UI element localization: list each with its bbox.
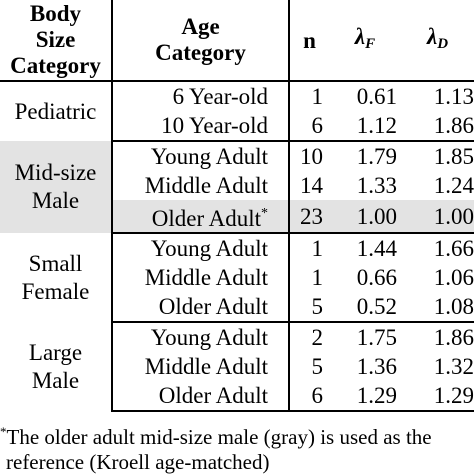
age-cell: Older Adult	[112, 381, 290, 412]
header-body-size-category: Body Size Category	[0, 0, 113, 82]
group-label-pediatric: Pediatric	[0, 81, 113, 141]
lambda-d-cell: 1.86	[433, 325, 474, 350]
lambda-f-subscript: F	[365, 35, 376, 52]
group-label-mid-size-male: Mid-size Male	[0, 141, 113, 233]
header-lambda-d: λD	[401, 0, 474, 82]
age-text: Older Adult	[151, 206, 261, 231]
footnote-asterisk: *	[0, 424, 7, 439]
header-body-line3: Category	[10, 53, 101, 78]
age-cell: Older Adult*	[112, 200, 290, 234]
group-label-line1: Pediatric	[14, 98, 97, 124]
lambda-f-cell: 0.52	[329, 292, 401, 323]
header-n: n	[289, 0, 329, 82]
lambda-f-cell: 1.44	[356, 236, 397, 261]
lambda-f-symbol: λ	[354, 23, 366, 49]
age-cell: Middle Adult	[112, 171, 290, 200]
lambda-f-cell: 0.66	[356, 265, 397, 290]
group-label-line2: Female	[21, 278, 90, 304]
age-cell: Older Adult	[112, 292, 290, 323]
lambda-f-cell: 1.36	[356, 354, 397, 379]
header-body-line1: Body	[29, 1, 82, 26]
lambda-d-cell: 1.08	[401, 292, 474, 323]
lambda-d-cell: 1.24	[433, 173, 474, 198]
header-lambda-f: λF	[329, 0, 401, 82]
header-age-category: Age Category	[112, 0, 290, 82]
n-cell: 6	[289, 111, 329, 142]
age-cell: Young Adult	[112, 322, 290, 352]
age-cell: Young Adult	[112, 141, 290, 171]
group-label-line1: Large	[28, 339, 83, 365]
table-row: Older Adult 5 0.52 1.08	[0, 292, 474, 323]
lambda-d-cell: 1.06	[433, 265, 474, 290]
lambda-d-symbol: λ	[426, 23, 438, 49]
footnote-line2: reference (Kroell age-matched)	[6, 450, 270, 474]
table-footnote: *The older adult mid-size male (gray) is…	[0, 419, 474, 475]
table-row: Mid-size Male Young Adult 10 1.79 1.85	[0, 141, 474, 233]
n-cell: 2	[311, 325, 324, 350]
lambda-f-cell: 1.00	[329, 200, 401, 234]
table-row: Middle Adult 1 0.66 1.06	[0, 263, 474, 292]
lambda-f-cell: 1.33	[356, 173, 397, 198]
n-cell: 1	[311, 265, 324, 290]
lambda-d-cell: 1.86	[401, 111, 474, 142]
table-row: Pediatric 6 Year-old 1 0.61 1.13	[0, 81, 474, 141]
lambda-d-subscript: D	[437, 35, 449, 52]
group-label-line2: Male	[31, 188, 80, 213]
lambda-f-cell: 1.79	[356, 144, 397, 169]
footnote-line1: The older adult mid-size male (gray) is …	[6, 425, 432, 449]
reference-asterisk: *	[261, 206, 268, 221]
lambda-d-cell: 1.85	[433, 144, 474, 169]
lambda-d-cell: 1.29	[401, 381, 474, 412]
table-row: Small Female Young Adult 1 1.44 1.66	[0, 233, 474, 322]
age-cell: Young Adult	[112, 233, 290, 263]
table-row: Older Adult 6 1.29 1.29	[0, 381, 474, 412]
age-cell: Middle Adult	[112, 263, 290, 292]
data-table: Body Size Category Age Category n λF λD …	[0, 0, 474, 412]
group-label-line2: Male	[31, 367, 80, 393]
lambda-d-cell: 1.13	[433, 84, 474, 109]
header-row: Body Size Category Age Category n λF λD	[0, 0, 474, 82]
lambda-f-cell: 1.12	[329, 111, 401, 142]
group-label-large-male: Large Male	[0, 322, 113, 411]
lambda-f-cell: 0.61	[356, 84, 397, 109]
header-age-line2: Category	[155, 40, 246, 65]
lambda-f-cell: 1.75	[356, 325, 397, 350]
lambda-d-cell: 1.66	[433, 236, 474, 261]
lambda-d-cell: 1.00	[401, 200, 474, 234]
table-row: 10 Year-old 6 1.12 1.86	[0, 111, 474, 142]
n-cell: 6	[289, 381, 329, 412]
table-row: Middle Adult 14 1.33 1.24	[0, 171, 474, 200]
header-age-line1: Age	[181, 14, 220, 39]
age-cell: 10 Year-old	[112, 111, 290, 142]
footnote-line1-wrap: *The older adult mid-size male (gray) is…	[0, 424, 432, 449]
n-cell: 10	[300, 144, 323, 169]
table-row: Large Male Young Adult 2 1.75 1.86	[0, 322, 474, 411]
header-body-line2: Size	[35, 27, 76, 52]
n-cell: 1	[311, 84, 324, 109]
group-label-line1: Mid-size	[14, 160, 97, 185]
n-cell: 5	[311, 354, 324, 379]
n-cell: 23	[289, 200, 329, 234]
lambda-f-cell: 1.29	[329, 381, 401, 412]
data-table-container: Body Size Category Age Category n λF λD …	[0, 0, 474, 412]
group-label-line1: Small	[28, 250, 83, 276]
n-cell: 5	[289, 292, 329, 323]
lambda-d-cell: 1.32	[433, 354, 474, 379]
table-row: Middle Adult 5 1.36 1.32	[0, 352, 474, 381]
n-cell: 14	[300, 173, 323, 198]
n-cell: 1	[311, 236, 324, 261]
age-cell: Middle Adult	[112, 352, 290, 381]
age-cell: 6 Year-old	[112, 81, 290, 111]
group-label-small-female: Small Female	[0, 233, 113, 322]
